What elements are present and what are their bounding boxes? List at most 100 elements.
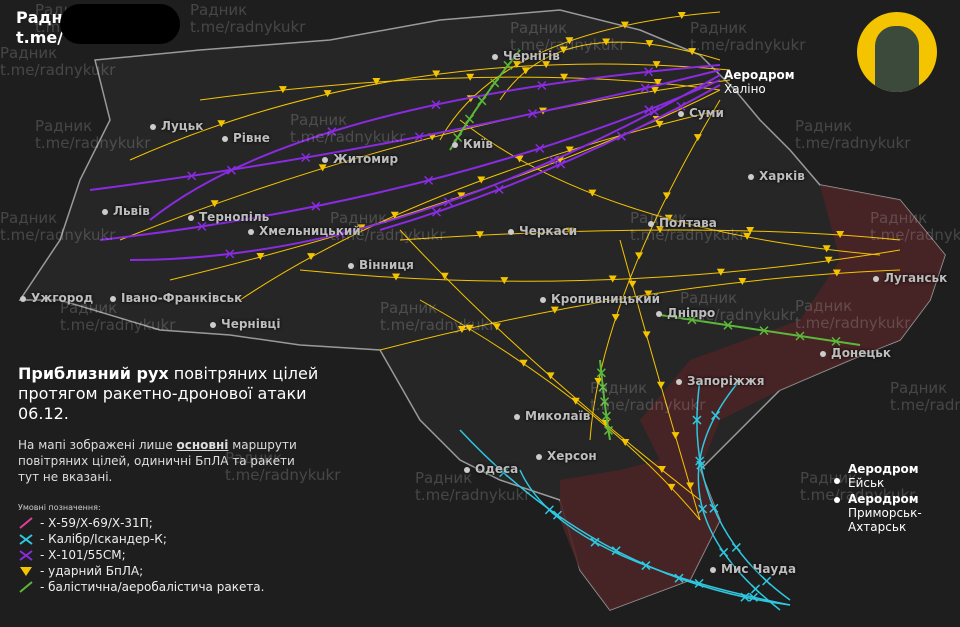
drone-route-marker xyxy=(492,323,501,331)
kh101-route-marker xyxy=(494,184,504,194)
drone-route xyxy=(399,229,701,501)
city-dot xyxy=(150,123,156,130)
airfield-khalino: Аеродром Халіно xyxy=(724,68,795,96)
cross-cyan-icon xyxy=(19,534,33,545)
kh101-route xyxy=(89,69,721,191)
map-title: Приблизний рух повітряних цілей протягом… xyxy=(18,364,338,424)
city-dot xyxy=(656,310,662,317)
city-label: Запоріжжя xyxy=(676,374,764,388)
watermark-name: Радник xyxy=(0,209,58,227)
city-label: Кропивницький xyxy=(540,292,660,306)
title-bold: Приблизний рух xyxy=(18,364,169,383)
city-name: Харків xyxy=(759,169,805,183)
ballistic-route-marker xyxy=(831,336,841,346)
city-name: Миколаїв xyxy=(525,409,591,423)
drone-route-marker xyxy=(693,134,702,142)
map-description: На мапі зображені лише основні маршрути … xyxy=(18,437,318,485)
drone-route-marker xyxy=(635,252,644,260)
legend-item: - Калібр/Іскандер-К; xyxy=(18,531,264,547)
drone-route-marker xyxy=(822,245,831,253)
brand-link: t.me/ xyxy=(16,28,64,47)
drone-route-marker xyxy=(743,232,752,240)
kalibr-route xyxy=(697,379,781,611)
city-label: Миколаїв xyxy=(514,409,590,423)
watermark-name: Радник xyxy=(630,209,688,227)
city-label: Тернопіль xyxy=(188,210,269,224)
legend-label: - Х-101/55СМ; xyxy=(40,548,126,562)
city-label: Київ xyxy=(452,137,493,151)
drone-route-marker xyxy=(824,256,833,264)
missile-pink-icon xyxy=(19,517,33,529)
watermark-name: Радник xyxy=(795,117,853,135)
airfield-name: Ейськ xyxy=(848,476,885,490)
watermark-link: t.me/radnykukr xyxy=(0,61,116,79)
drone-route-marker xyxy=(550,306,559,314)
city-label: Полтава xyxy=(648,216,717,230)
city-label: Мис Чауда xyxy=(710,562,796,576)
kalibr-route-marker xyxy=(694,578,704,588)
city-name: Хмельницький xyxy=(259,224,361,238)
drone-route-marker xyxy=(656,226,665,234)
legend-item: - ударний БпЛА; xyxy=(18,563,264,579)
city-dot xyxy=(536,453,542,460)
drone-route-marker xyxy=(628,280,637,288)
legend: Умовні позначення: - Х-59/Х-69/Х-31П; - К… xyxy=(18,503,264,595)
brand-name: Радн xyxy=(16,8,63,27)
drone-route-marker xyxy=(650,86,659,94)
ballistic-route-marker xyxy=(596,368,606,378)
watermark-link: t.me/radnykukr xyxy=(225,466,341,484)
kh101-route-marker xyxy=(676,101,686,111)
kh101-route-marker xyxy=(424,175,434,185)
ballistic-route-marker xyxy=(503,60,513,70)
drone-route xyxy=(239,109,721,301)
kalibr-route-marker xyxy=(711,410,721,420)
watermark-link: t.me/radnykukr xyxy=(795,314,911,332)
watermark-link: t.me/radnykukr xyxy=(590,396,706,414)
city-dot xyxy=(514,413,520,420)
ballistic-route xyxy=(599,359,611,441)
drone-route-marker xyxy=(653,79,662,87)
watermark-name: Радник xyxy=(60,299,118,317)
drone-route-marker xyxy=(644,290,653,298)
watermark-name: Радник xyxy=(800,469,858,487)
city-name: Житомир xyxy=(333,152,399,166)
drone-route-marker xyxy=(611,314,620,322)
city-label: Львів xyxy=(102,204,150,218)
watermark-name: Радник xyxy=(380,299,438,317)
airfield-name: Халіно xyxy=(724,82,766,96)
drone-route-marker xyxy=(642,331,651,339)
watermark-name: Радник xyxy=(590,379,648,397)
kalibr-route-marker xyxy=(695,456,705,466)
city-name: Чернігів xyxy=(503,49,560,63)
city-name: Донецьк xyxy=(831,346,891,360)
watermark-name: Радник xyxy=(330,209,388,227)
city-name: Луцьк xyxy=(161,119,204,133)
kh101-route-marker xyxy=(535,143,545,153)
city-dot xyxy=(710,566,716,573)
city-name: Кропивницький xyxy=(551,292,661,306)
brand: Радн t.me/ xyxy=(16,8,63,48)
drone-route-marker xyxy=(217,120,226,128)
kalibr-route-marker xyxy=(499,468,509,478)
drone-route-marker xyxy=(210,200,219,208)
city-dot xyxy=(678,110,684,117)
drone-route-marker xyxy=(655,120,664,128)
kh101-route-marker xyxy=(640,83,650,93)
drone-route xyxy=(619,239,701,521)
watermark-name: Радник xyxy=(870,209,928,227)
city-dot xyxy=(676,378,682,385)
desc-emphasis: основні xyxy=(176,438,229,452)
watermark-name: Радник xyxy=(190,1,248,19)
drone-route-marker xyxy=(664,214,673,222)
occupied-east xyxy=(640,185,945,470)
watermark-name: Радник xyxy=(290,111,348,129)
kh101-route-marker xyxy=(431,207,442,217)
city-dot xyxy=(508,228,514,235)
airfield-dot xyxy=(834,497,840,503)
watermark-link: t.me/radnykukr xyxy=(330,226,446,244)
